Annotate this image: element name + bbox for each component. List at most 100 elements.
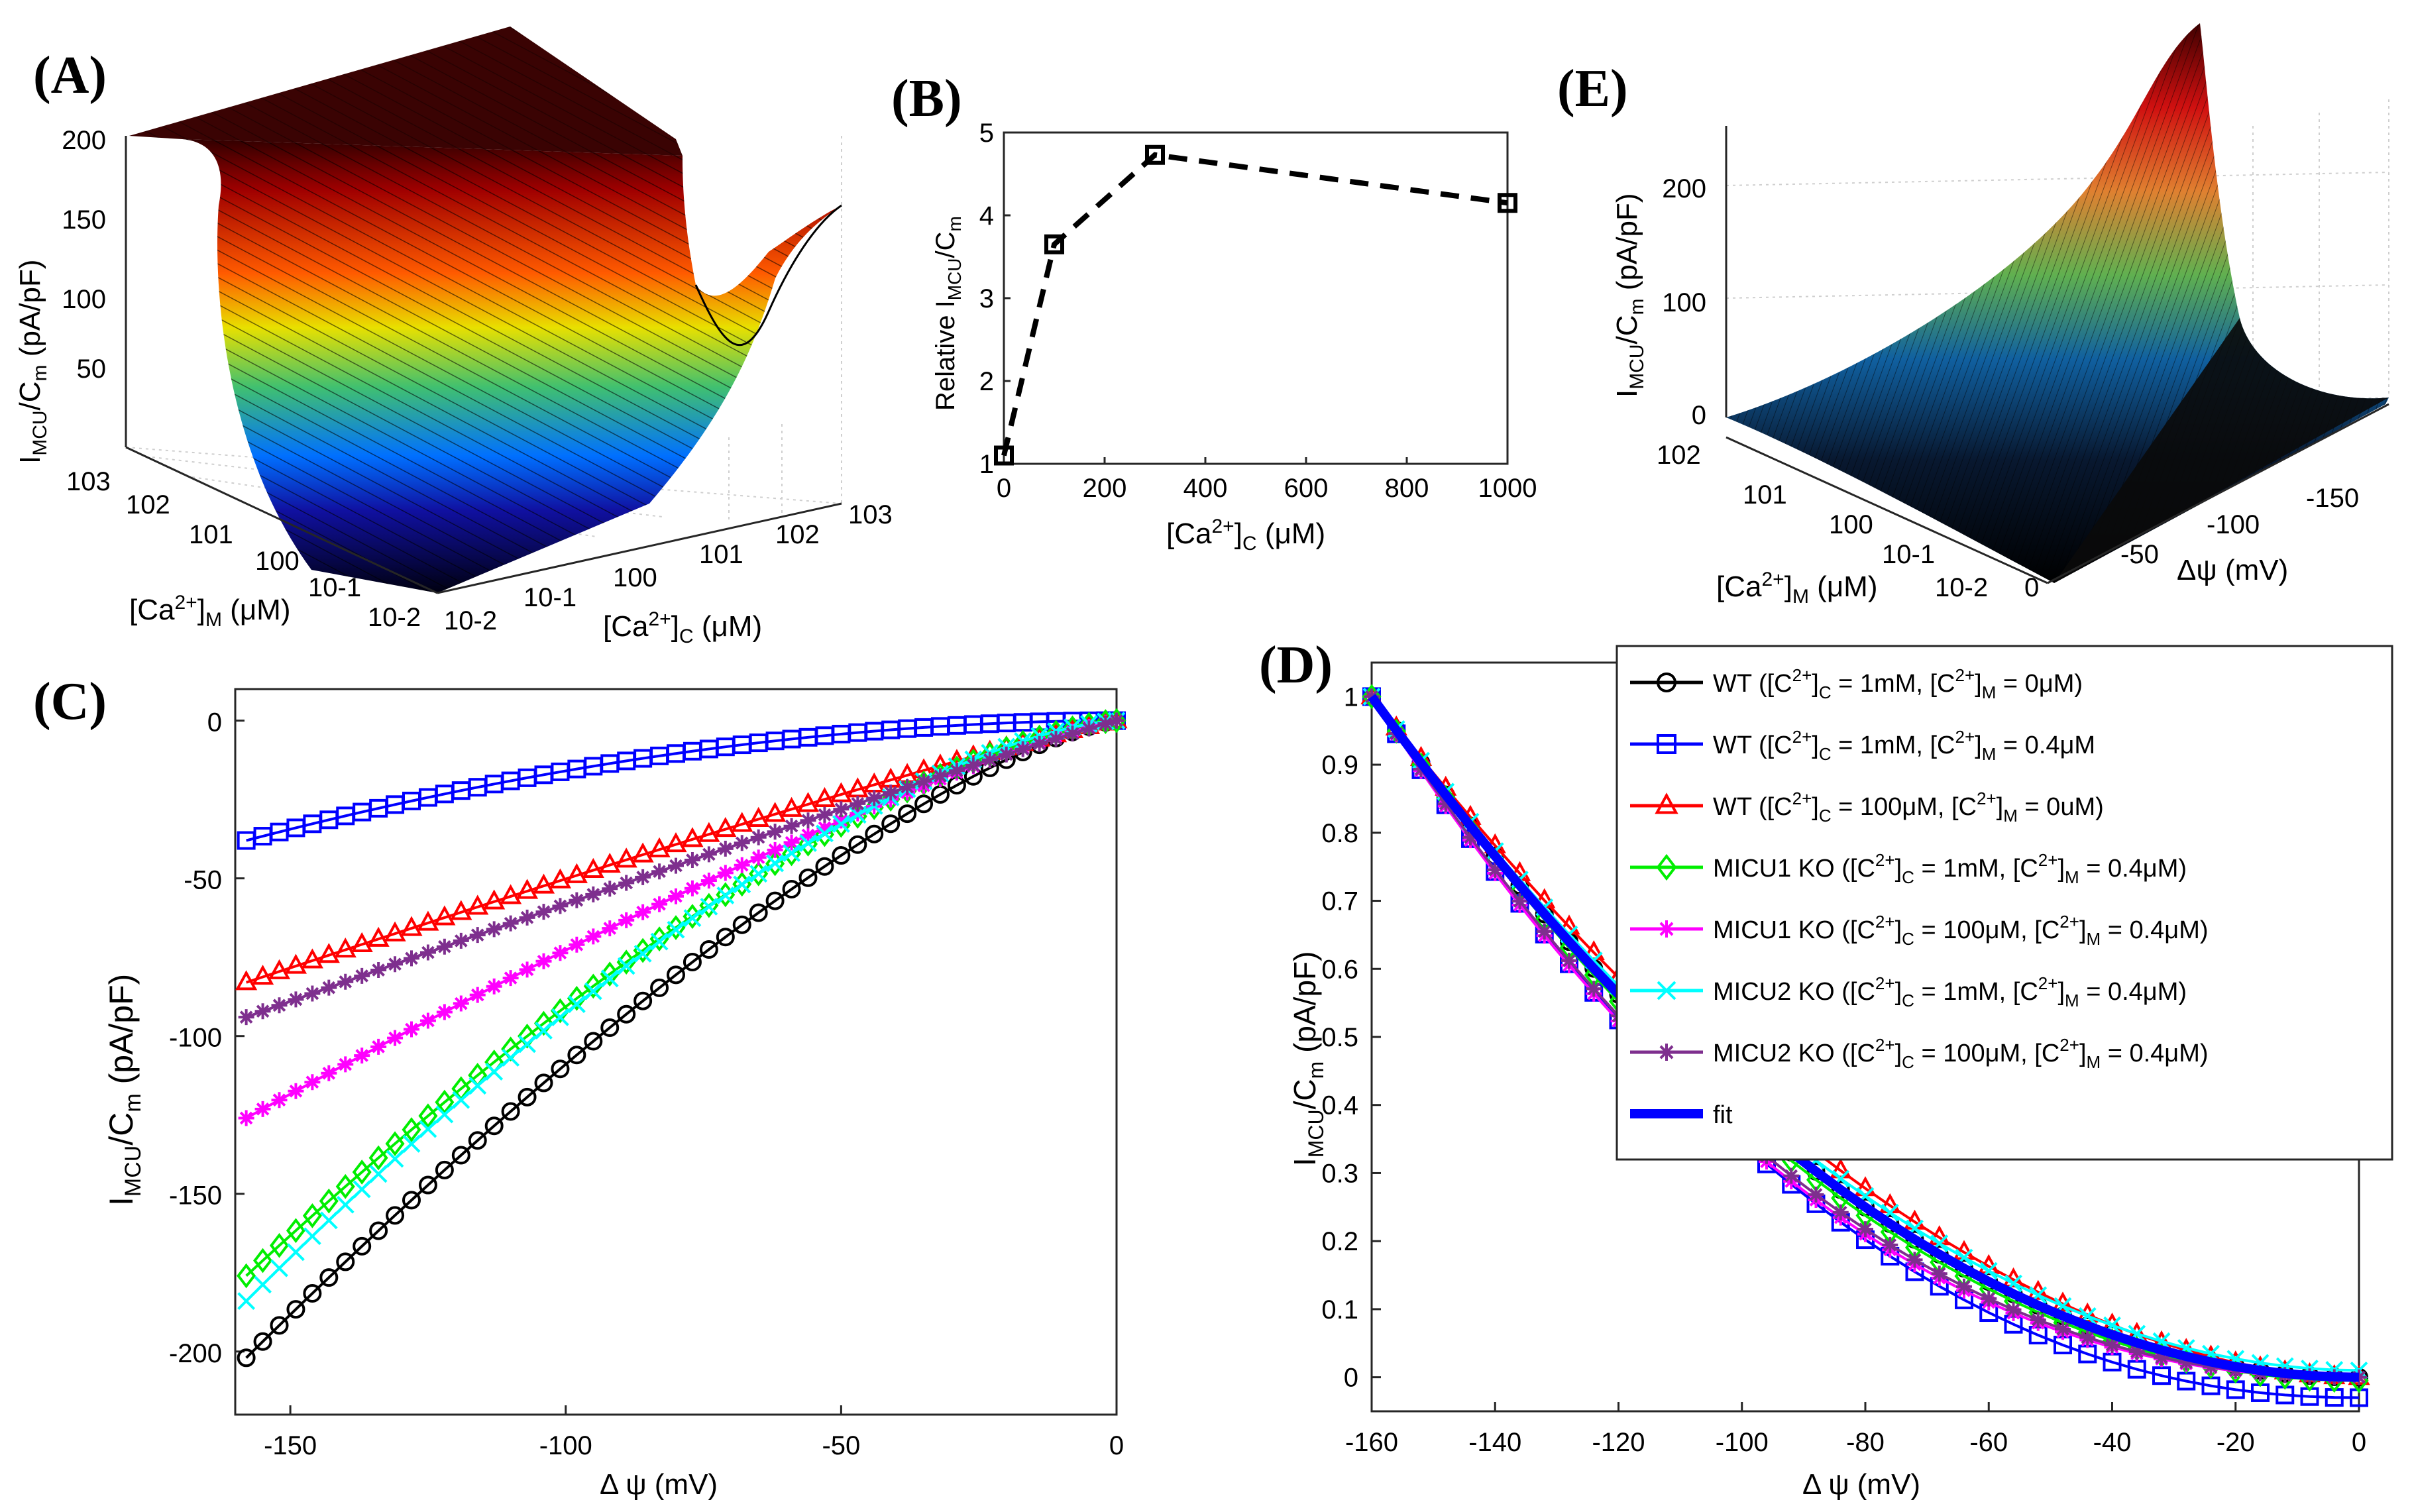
c-data-point xyxy=(288,1083,304,1099)
c-data-point xyxy=(435,1105,454,1124)
c-data-point xyxy=(451,1146,470,1165)
c-data-point xyxy=(1048,730,1064,747)
c-data-point xyxy=(518,1087,537,1107)
c-series-line xyxy=(245,719,1117,1120)
c-data-point xyxy=(635,904,651,920)
legend-label: fit xyxy=(1713,1101,1733,1129)
panel-e-y-ticks: 102 101 100 10-1 10-2 xyxy=(1657,441,1988,602)
c-data-point xyxy=(749,865,768,883)
b-x-tick-label: 1000 xyxy=(1478,474,1537,503)
panel-d-ticks: -160 -140 -120 -100 -80 -60 -40 -20 0 0 0.1 0.2 0.3 0… xyxy=(1321,682,2366,1457)
c-series-line xyxy=(245,719,1117,1359)
e-x-tick: -100 xyxy=(2207,510,2260,539)
c-data-point xyxy=(717,865,734,881)
c-data-point xyxy=(502,1049,520,1067)
c-data-point xyxy=(238,1009,254,1026)
c-data-point xyxy=(368,1145,388,1171)
c-data-point xyxy=(268,959,291,979)
c-data-point xyxy=(569,892,585,908)
panel-b: (B) 0 200 400 600 800 1000 1 2 3 4 5 Relative IMCU… xyxy=(891,70,1537,555)
d-x-tick-label: -120 xyxy=(1592,1428,1645,1457)
c-data-point xyxy=(552,898,569,914)
panel-c-x-label: Δ ψ (mV) xyxy=(600,1468,718,1501)
c-data-point xyxy=(253,1248,273,1273)
c-data-point xyxy=(750,849,767,866)
a-y-tick: 10-2 xyxy=(368,603,421,632)
c-data-point xyxy=(516,879,539,899)
c-data-point xyxy=(569,936,585,953)
d-data-point xyxy=(1832,1204,1849,1220)
c-x-tick-label: 0 xyxy=(1109,1431,1124,1460)
panel-b-y-label: Relative IMCU/Cm xyxy=(931,216,965,411)
panel-e-x-axis xyxy=(2047,403,2389,584)
c-data-point xyxy=(699,940,718,959)
c-series-line xyxy=(246,719,1117,842)
c-data-point xyxy=(435,1089,455,1115)
c-data-point xyxy=(749,903,768,922)
c-data-point xyxy=(271,997,288,1014)
d-y-tick-label: 0.2 xyxy=(1321,1227,1358,1256)
c-data-point xyxy=(848,835,867,854)
panel-e-x-ticks: 0 -50 -100 -150 xyxy=(2024,484,2359,602)
c-y-tick-label: -100 xyxy=(169,1024,222,1053)
c-data-point xyxy=(767,824,783,840)
c-data-point xyxy=(866,790,883,806)
c-data-point xyxy=(800,827,816,843)
c-data-point xyxy=(700,846,717,863)
c-data-point xyxy=(800,812,816,829)
c-data-point xyxy=(667,965,685,985)
c-data-point xyxy=(237,1348,256,1368)
d-data-point xyxy=(2203,1358,2219,1375)
legend-label: WT ([C2+]C = 100μM, [C2+]M = 0uM) xyxy=(1713,788,2104,826)
panel-a-y-axis xyxy=(125,446,438,594)
c-data-point xyxy=(684,852,700,869)
d-data-point xyxy=(2128,1344,2145,1360)
c-data-point xyxy=(353,1236,372,1256)
panel-a-z-ticks: 200 150 100 50 xyxy=(62,126,106,384)
d-y-tick-label: 0.3 xyxy=(1321,1159,1358,1188)
legend-label: MICU2 KO ([C2+]C = 100μM, [C2+]M = 0.4μM… xyxy=(1713,1035,2209,1072)
a-z-tick: 200 xyxy=(62,126,106,155)
c-data-point xyxy=(502,970,519,987)
b-y-tick-label: 3 xyxy=(979,284,994,313)
panel-b-plot xyxy=(994,144,1517,466)
d-y-tick-label: 0.8 xyxy=(1321,819,1358,848)
c-data-point xyxy=(932,768,948,784)
b-data-point xyxy=(994,445,1014,466)
legend-label: WT ([C2+]C = 1mM, [C2+]M = 0μM) xyxy=(1713,665,2083,702)
c-data-point xyxy=(336,1195,355,1214)
legend-marker xyxy=(1657,734,1676,754)
c-data-point xyxy=(433,905,456,926)
d-y-tick-label: 0 xyxy=(1344,1364,1358,1393)
c-data-point xyxy=(582,857,604,879)
legend-marker xyxy=(1657,673,1676,692)
c-data-point xyxy=(387,956,404,973)
c-data-point xyxy=(270,1316,289,1335)
c-data-point xyxy=(700,897,718,916)
c-data-point xyxy=(1031,735,1048,752)
c-data-point xyxy=(385,1131,405,1157)
e-y-tick: 101 xyxy=(1743,480,1787,510)
c-data-point xyxy=(766,854,785,873)
c-data-point xyxy=(466,894,489,915)
panel-b-label: (B) xyxy=(891,70,962,128)
c-data-point xyxy=(635,869,651,885)
c-data-point xyxy=(317,943,340,963)
c-data-point xyxy=(598,853,621,873)
a-x-tick: 102 xyxy=(775,520,820,549)
c-series-line xyxy=(245,719,1117,1277)
c-data-point xyxy=(286,1300,305,1319)
c-data-point xyxy=(400,916,423,936)
c-data-point xyxy=(486,978,502,995)
c-data-point xyxy=(337,973,354,990)
e-y-tick: 100 xyxy=(1829,510,1873,539)
c-data-point xyxy=(301,948,323,969)
c-data-point xyxy=(321,979,337,996)
c-data-point xyxy=(780,796,803,817)
c-data-point xyxy=(881,814,901,834)
c-data-point xyxy=(502,915,519,932)
c-data-point xyxy=(616,949,636,975)
c-data-point xyxy=(453,932,469,949)
c-data-point xyxy=(419,944,436,961)
c-data-point xyxy=(633,944,652,963)
